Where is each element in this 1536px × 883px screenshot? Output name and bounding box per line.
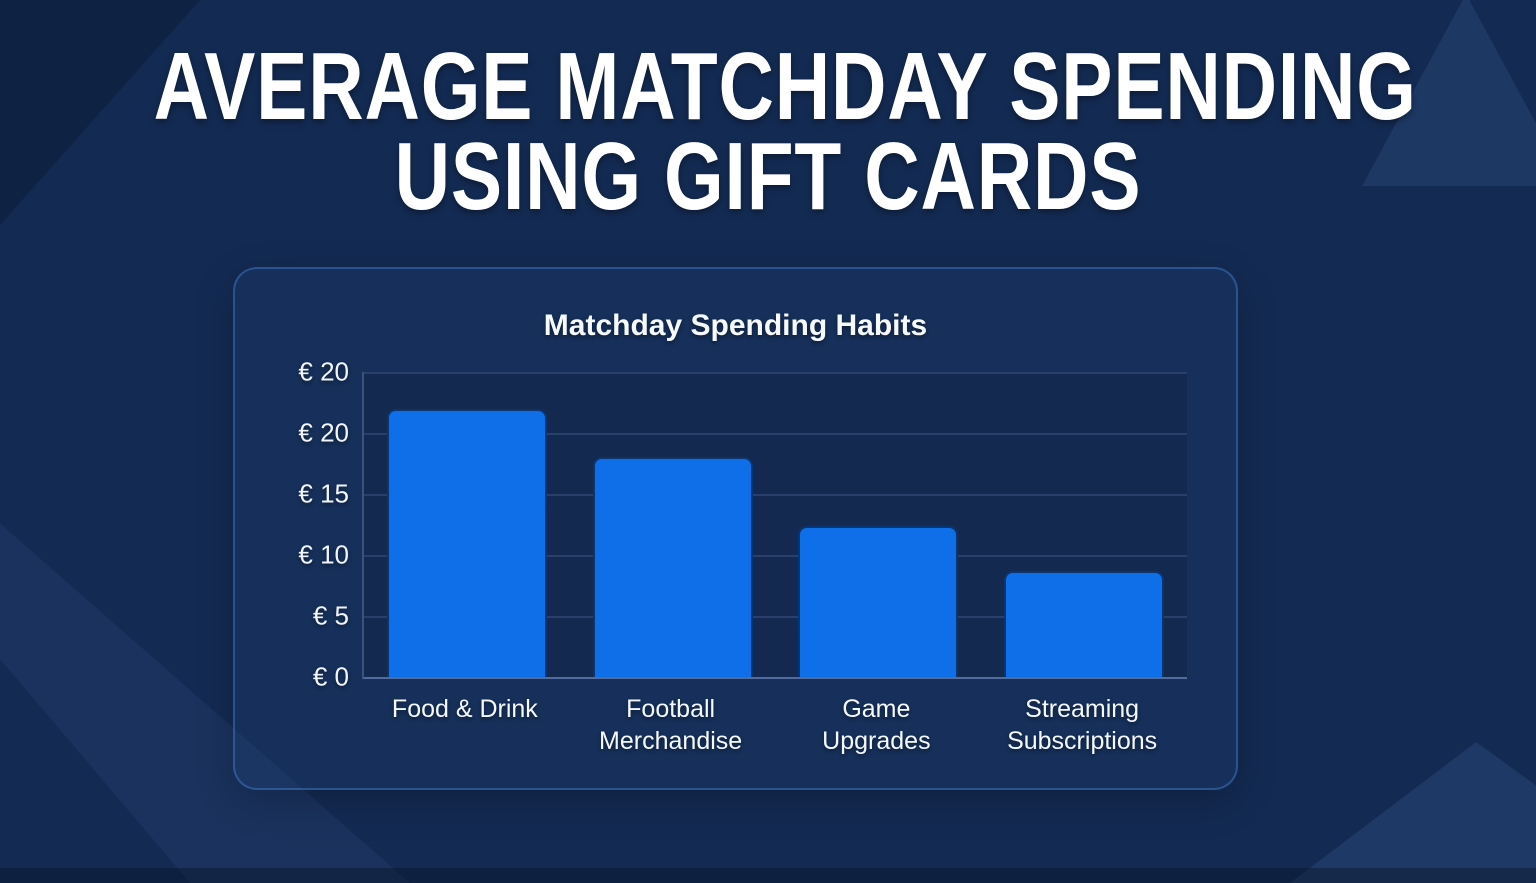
y-tick: € 5 — [312, 600, 349, 631]
y-tick: € 0 — [312, 661, 349, 692]
gridline — [364, 494, 1187, 496]
plot-area — [362, 372, 1187, 679]
bars-group — [364, 372, 1187, 677]
gridline — [364, 372, 1187, 374]
y-tick: € 20 — [298, 417, 349, 448]
y-axis-tick-labels: € 20 € 20 € 15 € 10 € 5 € 0 — [249, 357, 349, 692]
bar-game-upgrades — [798, 525, 959, 677]
background-triangle-bottom-right — [1290, 742, 1536, 883]
background-bottom-strip — [0, 868, 1536, 883]
page-title: AVERAGE MATCHDAY SPENDING USING GIFT CAR… — [153, 33, 1417, 230]
bar-food-and-drink — [386, 408, 547, 677]
gridline — [364, 555, 1187, 557]
gridline — [364, 433, 1187, 435]
y-tick: € 10 — [298, 539, 349, 570]
x-category-label: Streaming Subscriptions — [1007, 695, 1158, 755]
gridline — [364, 677, 1187, 679]
y-tick: € 20 — [298, 356, 349, 387]
x-category-label: Game Upgrades — [822, 695, 931, 755]
x-axis-category-labels: Food & Drink Football Merchandise Game U… — [362, 693, 1185, 757]
gridline — [364, 616, 1187, 618]
bar-football-merchandise — [592, 457, 753, 677]
chart-panel: Matchday Spending Habits € 20 € 20 € 15 … — [233, 267, 1238, 790]
page-title-line-2: USING GIFT CARDS — [394, 123, 1142, 230]
y-tick: € 15 — [298, 478, 349, 509]
chart-title: Matchday Spending Habits — [543, 309, 928, 342]
bar-streaming-subscriptions — [1004, 570, 1165, 677]
background-triangle-notch — [0, 612, 190, 883]
page-title-line-1: AVERAGE MATCHDAY SPENDING — [153, 33, 1417, 140]
x-category-label: Football Merchandise — [599, 695, 743, 755]
x-category-label: Food & Drink — [391, 695, 538, 723]
